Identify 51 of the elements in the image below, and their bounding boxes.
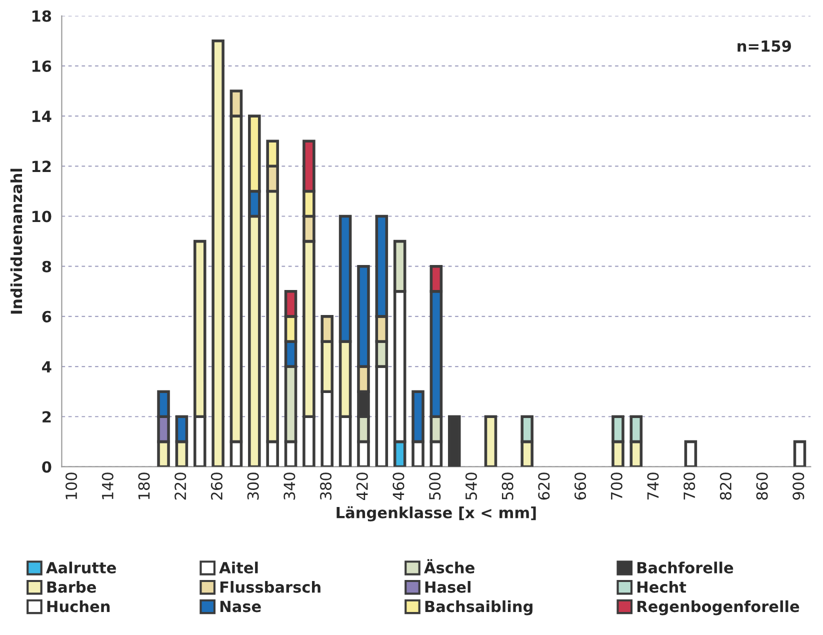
bar bbox=[684, 440, 698, 467]
y-tick-label: 12 bbox=[32, 160, 51, 172]
x-tick-label: 740 bbox=[647, 472, 659, 500]
y-axis-title: Individuenanzahl bbox=[10, 168, 22, 314]
y-tick-label: 18 bbox=[32, 10, 52, 22]
legend-label: Hecht bbox=[637, 581, 686, 593]
x-axis-title: Längenklasse [x < mm] bbox=[336, 506, 536, 522]
y-tick-label: 2 bbox=[42, 411, 51, 422]
legend-label: Aitel bbox=[219, 562, 258, 574]
x-tick-label: 500 bbox=[429, 472, 441, 500]
x-tick-label: 380 bbox=[320, 472, 332, 500]
legend-label: Regenbogenforelle bbox=[637, 600, 800, 616]
x-tick-label: 900 bbox=[792, 472, 804, 500]
legend-label: Hasel bbox=[425, 581, 470, 593]
y-tick-label: 14 bbox=[32, 110, 52, 122]
legend-label: Äsche bbox=[424, 559, 474, 574]
legend-label: Barbe bbox=[47, 581, 96, 593]
x-tick-label: 580 bbox=[502, 472, 514, 500]
y-tick-label: 8 bbox=[42, 260, 52, 272]
x-tick-label: 860 bbox=[756, 472, 768, 500]
x-tick-label: 260 bbox=[210, 472, 222, 500]
x-tick-label: 340 bbox=[284, 472, 296, 500]
legend-label: Aalrutte bbox=[46, 562, 116, 574]
x-tick-label: 700 bbox=[610, 472, 622, 500]
bar bbox=[484, 415, 498, 467]
legend-label: Nase bbox=[220, 600, 261, 612]
annotation: n=159 bbox=[738, 40, 791, 52]
y-tick-label: 10 bbox=[32, 210, 52, 222]
bar bbox=[448, 415, 461, 467]
y-tick-label: 4 bbox=[42, 361, 52, 372]
x-tick-label: 220 bbox=[174, 472, 186, 500]
y-tick-label: 16 bbox=[32, 60, 52, 72]
legend-label: Huchen bbox=[47, 600, 110, 612]
x-tick-label: 780 bbox=[684, 472, 696, 500]
x-tick-label: 180 bbox=[138, 472, 150, 500]
y-tick-label: 6 bbox=[42, 310, 52, 322]
x-tick-label: 820 bbox=[720, 472, 732, 500]
x-tick-label: 460 bbox=[392, 472, 404, 500]
bar bbox=[793, 440, 806, 467]
bar bbox=[212, 40, 224, 467]
x-tick-label: 100 bbox=[66, 472, 78, 500]
y-tick-label: 0 bbox=[42, 461, 52, 473]
x-tick-label: 620 bbox=[538, 472, 550, 500]
x-tick-label: 300 bbox=[247, 472, 259, 500]
x-tick-label: 540 bbox=[465, 472, 477, 500]
legend-label: Bachsaibling bbox=[425, 600, 532, 616]
legend-label: Bachforelle bbox=[637, 562, 734, 574]
x-tick-label: 420 bbox=[356, 472, 368, 500]
legend-label: Flussbarsch bbox=[220, 581, 320, 593]
x-tick-label: 140 bbox=[102, 472, 114, 500]
x-tick-label: 660 bbox=[574, 472, 586, 500]
